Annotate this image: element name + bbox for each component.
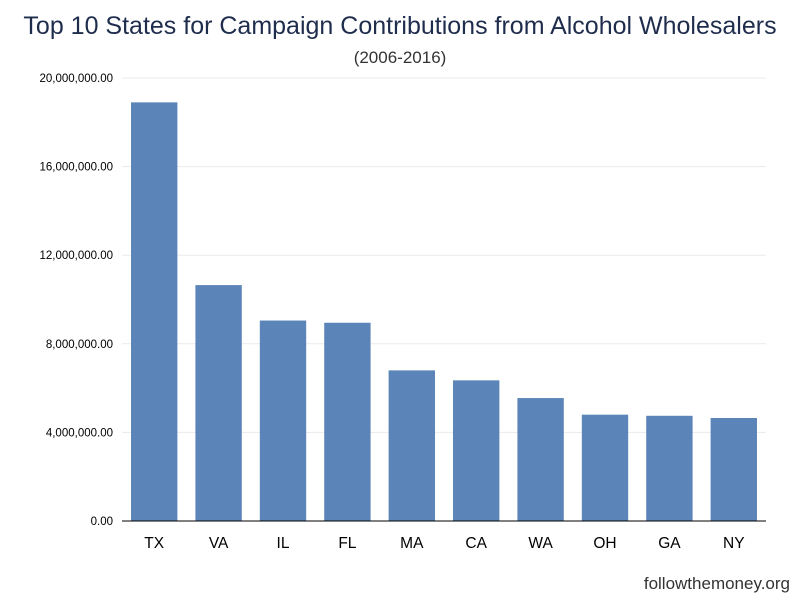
x-tick-label: WA [528,535,553,552]
x-tick-label: VA [209,535,229,552]
source-credit: followthemoney.org [643,574,790,593]
bar-va [195,285,242,521]
chart-title: Top 10 States for Campaign Contributions… [23,12,777,40]
y-tick-label: 12,000,000.00 [39,250,113,262]
bar-fl [324,322,371,521]
bar-ny [710,418,757,521]
bar-wa [517,398,564,521]
bar-tx [131,102,178,522]
bar-ca [453,380,500,521]
bar-il [259,320,307,521]
bar-oh [581,414,629,521]
x-tick-label: GA [658,535,681,552]
x-tick-label: IL [277,535,290,552]
y-tick-label: 16,000,000.00 [39,162,113,174]
x-tick-label: CA [465,535,487,552]
bar-ma [388,370,435,521]
bar-ga [646,415,693,521]
x-tick-label: NY [723,535,745,552]
y-tick-label: 8,000,000.00 [46,339,113,351]
y-tick-label: 20,000,000.00 [39,73,113,85]
bars [131,102,757,522]
x-tick-label: TX [144,535,164,552]
y-tick-label: 0.00 [91,516,113,528]
y-axis-ticks: 0.00 4,000,000.00 8,000,000.00 12,000,000.0… [39,73,113,528]
x-tick-label: MA [400,535,424,552]
chart-subtitle: (2006-2016) [353,48,447,67]
x-tick-label: FL [338,535,356,552]
x-tick-label: OH [593,535,616,552]
x-axis-ticks: TX VA IL FL MA CA WA OH GA NY [144,535,744,552]
y-tick-label: 4,000,000.00 [46,427,113,439]
